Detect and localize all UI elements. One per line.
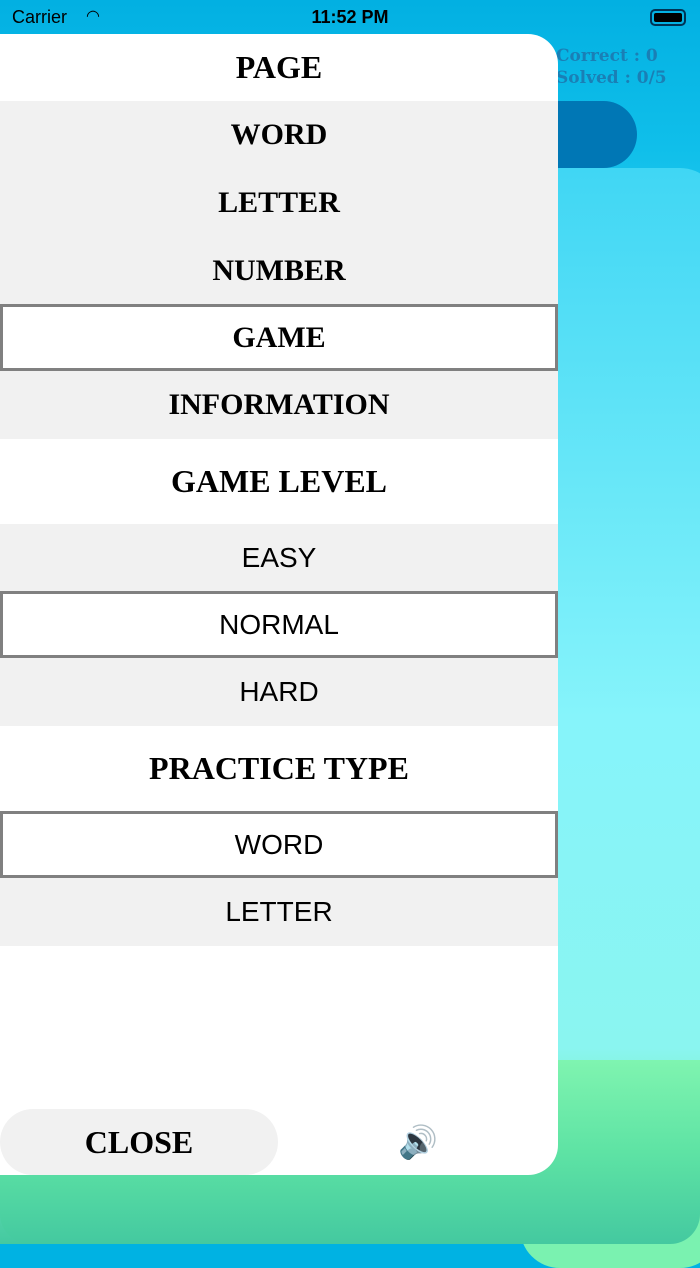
practice-letter[interactable]: LETTER (0, 878, 558, 946)
wifi-icon: ◠ (86, 8, 100, 25)
battery-icon (650, 9, 686, 26)
menu-item-letter[interactable]: LETTER (0, 169, 558, 237)
practice-type-title: PRACTICE TYPE (149, 750, 409, 786)
page-section-title: PAGE (235, 49, 323, 85)
clock: 11:52 PM (311, 7, 389, 27)
menu-item-number[interactable]: NUMBER (0, 237, 558, 304)
correct-count: Correct : 0 (556, 46, 658, 66)
menu-item-game[interactable]: GAME (0, 304, 558, 371)
practice-word[interactable]: WORD (0, 811, 558, 878)
menu-item-information[interactable]: INFORMATION (0, 371, 558, 439)
level-easy[interactable]: EASY (0, 524, 558, 591)
side-menu: PAGE WORD LETTER NUMBER GAME INFORMATION… (0, 34, 558, 1175)
game-level-title: GAME LEVEL (170, 463, 388, 499)
level-hard[interactable]: HARD (0, 658, 558, 726)
menu-item-word[interactable]: WORD (0, 101, 558, 169)
level-normal[interactable]: NORMAL (0, 591, 558, 658)
status-bar: Carrier ◠ 11:52 PM (0, 0, 700, 34)
speaker-icon[interactable]: 🔊 (398, 1124, 438, 1160)
close-button[interactable]: CLOSE (0, 1109, 278, 1175)
carrier-label: Carrier (12, 7, 68, 27)
solved-count: Solved : 0/5 (556, 68, 667, 88)
